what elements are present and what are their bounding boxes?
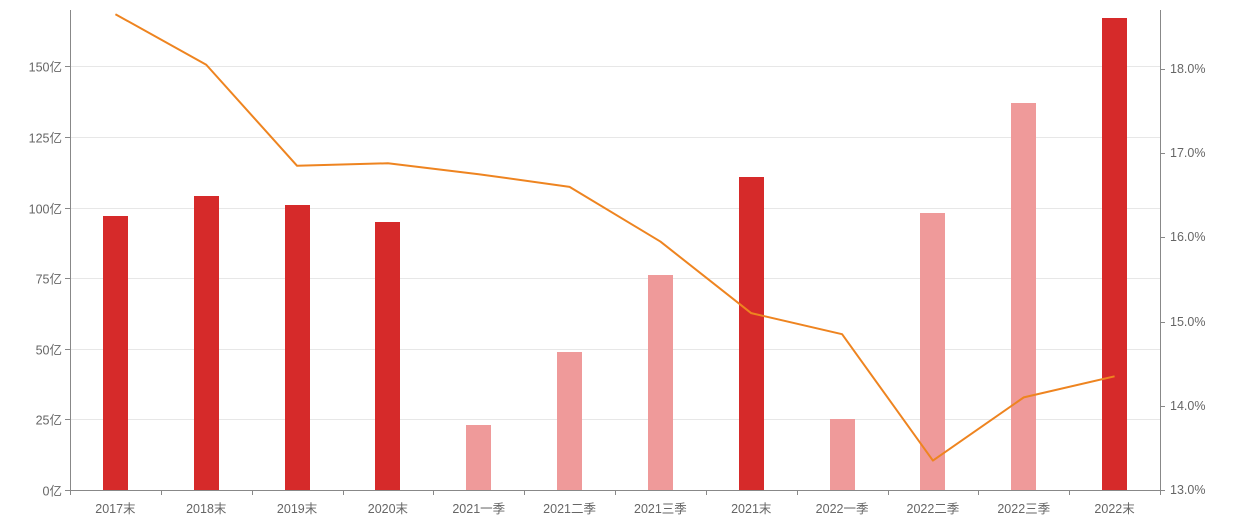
y-left-axis-line (70, 10, 71, 490)
x-tick (524, 490, 525, 495)
x-category-label: 2022一季 (816, 498, 869, 517)
x-category-label: 2022末 (1094, 498, 1134, 517)
x-tick (1069, 490, 1070, 495)
x-tick (706, 490, 707, 495)
y-left-tick-label: 0亿 (43, 481, 62, 500)
x-category-label: 2020末 (368, 498, 408, 517)
plot-area (70, 10, 1160, 490)
y-left-tick-label: 50亿 (36, 339, 62, 358)
y-left-tick-label: 75亿 (36, 269, 62, 288)
x-tick (161, 490, 162, 495)
y-right-tick-label: 17.0% (1170, 146, 1205, 160)
dual-axis-bar-line-chart: 0亿 25亿 50亿 75亿 100亿 125亿 150亿 13.0% 14.0% 15.0% 16… (0, 0, 1240, 528)
x-tick (252, 490, 253, 495)
x-category-label: 2021一季 (452, 498, 505, 517)
y-right-tick-label: 14.0% (1170, 399, 1205, 413)
y-left-tick-label: 150亿 (29, 57, 62, 76)
y-right-tick-label: 15.0% (1170, 315, 1205, 329)
y-left-tick-label: 25亿 (36, 410, 62, 429)
x-tick (1160, 490, 1161, 495)
x-tick (70, 490, 71, 495)
x-tick (888, 490, 889, 495)
y-right-tick-label: 13.0% (1170, 483, 1205, 497)
x-category-label: 2021二季 (543, 498, 596, 517)
line-series (70, 10, 1160, 490)
line-path (115, 14, 1114, 460)
x-tick (615, 490, 616, 495)
x-category-label: 2021末 (731, 498, 771, 517)
y-left-tick-label: 125亿 (29, 128, 62, 147)
x-category-label: 2022二季 (907, 498, 960, 517)
x-category-label: 2019末 (277, 498, 317, 517)
x-tick (978, 490, 979, 495)
x-category-label: 2018末 (186, 498, 226, 517)
x-category-label: 2017末 (95, 498, 135, 517)
y-right-axis-line (1160, 10, 1161, 490)
x-category-label: 2021三季 (634, 498, 687, 517)
x-category-label: 2022三季 (997, 498, 1050, 517)
x-tick (433, 490, 434, 495)
y-right-tick-label: 16.0% (1170, 230, 1205, 244)
y-left-tick-label: 100亿 (29, 198, 62, 217)
y-right-tick-label: 18.0% (1170, 62, 1205, 76)
x-tick (797, 490, 798, 495)
x-tick (343, 490, 344, 495)
